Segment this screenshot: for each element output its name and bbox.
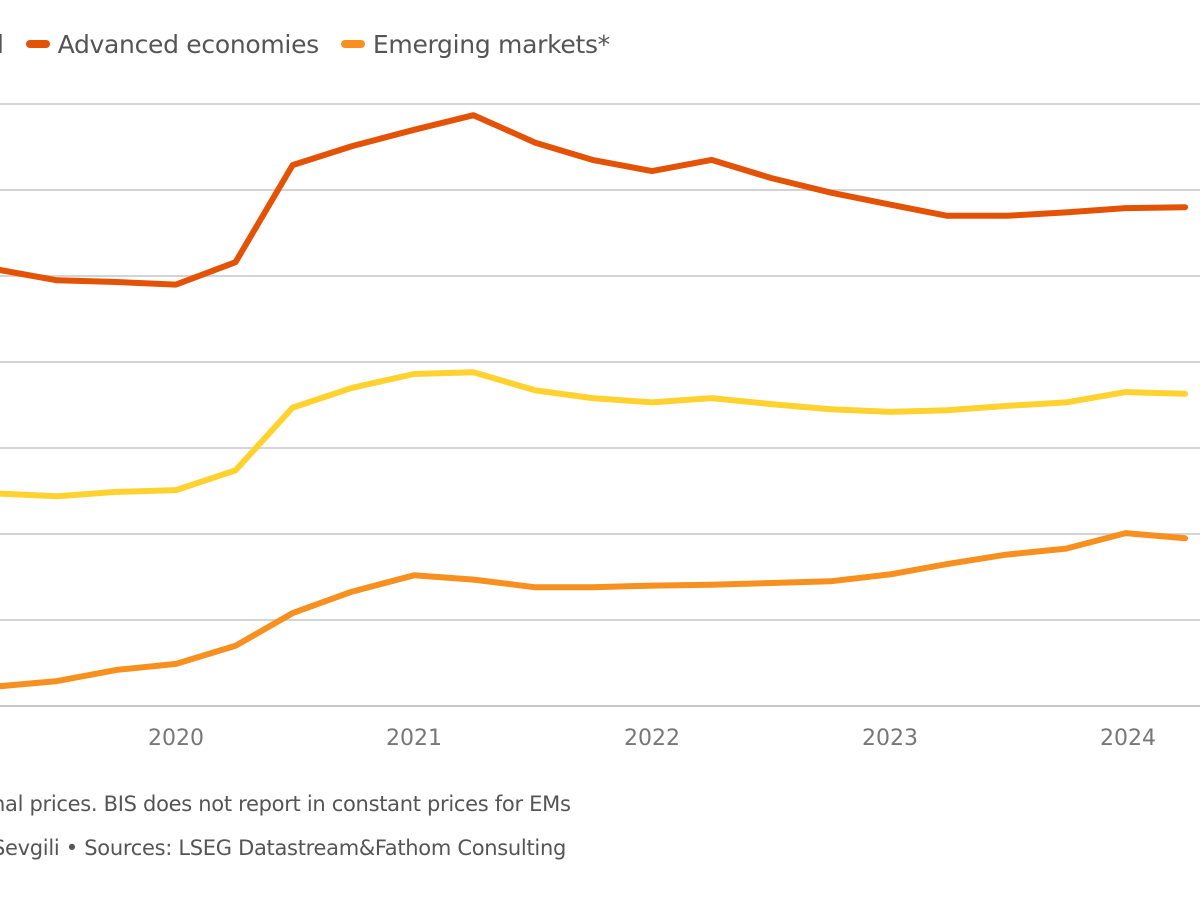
legend-label: d <box>0 30 4 59</box>
legend-item-emerging-markets: Emerging markets* <box>340 29 610 59</box>
legend-item-cropped: d <box>0 30 4 59</box>
legend-label: Emerging markets* <box>372 29 610 59</box>
x-tick-label: 2023 <box>862 726 918 751</box>
x-tick-label: 2021 <box>386 726 442 751</box>
footnote: nal prices. BIS does not report in const… <box>0 792 571 816</box>
source-credit: Sevgili • Sources: LSEG Datastream&Fatho… <box>0 836 566 860</box>
series-lines <box>0 112 1189 690</box>
legend-label: Advanced economies <box>57 29 320 59</box>
gridlines <box>0 103 1200 707</box>
series-line-1 <box>0 369 1189 500</box>
series-line-0 <box>0 112 1189 288</box>
x-tick-label: 2022 <box>624 726 680 751</box>
x-tick-label: 2020 <box>148 726 204 751</box>
chart-legend: d Advanced economies Emerging markets* <box>0 26 632 62</box>
legend-item-advanced-economies: Advanced economies <box>25 29 320 59</box>
legend-swatch-icon <box>340 40 365 48</box>
x-tick-label: 2024 <box>1100 726 1156 751</box>
x-axis-ticks: 2020 2021 2022 2023 2024 <box>148 726 1156 751</box>
legend-swatch-icon <box>25 40 50 48</box>
line-chart: 2020 2021 2022 2023 2024 <box>0 103 1200 751</box>
series-line-2 <box>0 530 1189 690</box>
